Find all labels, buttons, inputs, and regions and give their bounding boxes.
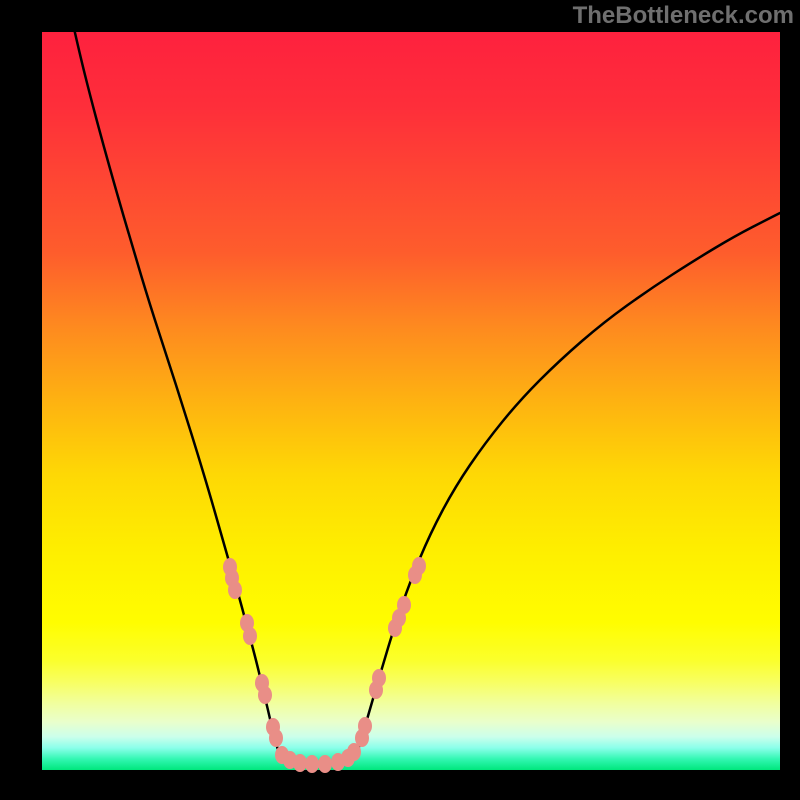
plot-background — [42, 32, 780, 770]
data-marker — [358, 717, 372, 735]
data-marker — [305, 755, 319, 773]
data-marker — [318, 755, 332, 773]
watermark-text: TheBottleneck.com — [573, 2, 794, 30]
data-marker — [258, 686, 272, 704]
data-marker — [372, 669, 386, 687]
data-marker — [412, 557, 426, 575]
data-marker — [228, 581, 242, 599]
chart-svg — [0, 0, 800, 800]
data-marker — [293, 754, 307, 772]
data-marker — [397, 596, 411, 614]
chart-container: TheBottleneck.com — [0, 0, 800, 800]
data-marker — [269, 729, 283, 747]
data-marker — [243, 627, 257, 645]
